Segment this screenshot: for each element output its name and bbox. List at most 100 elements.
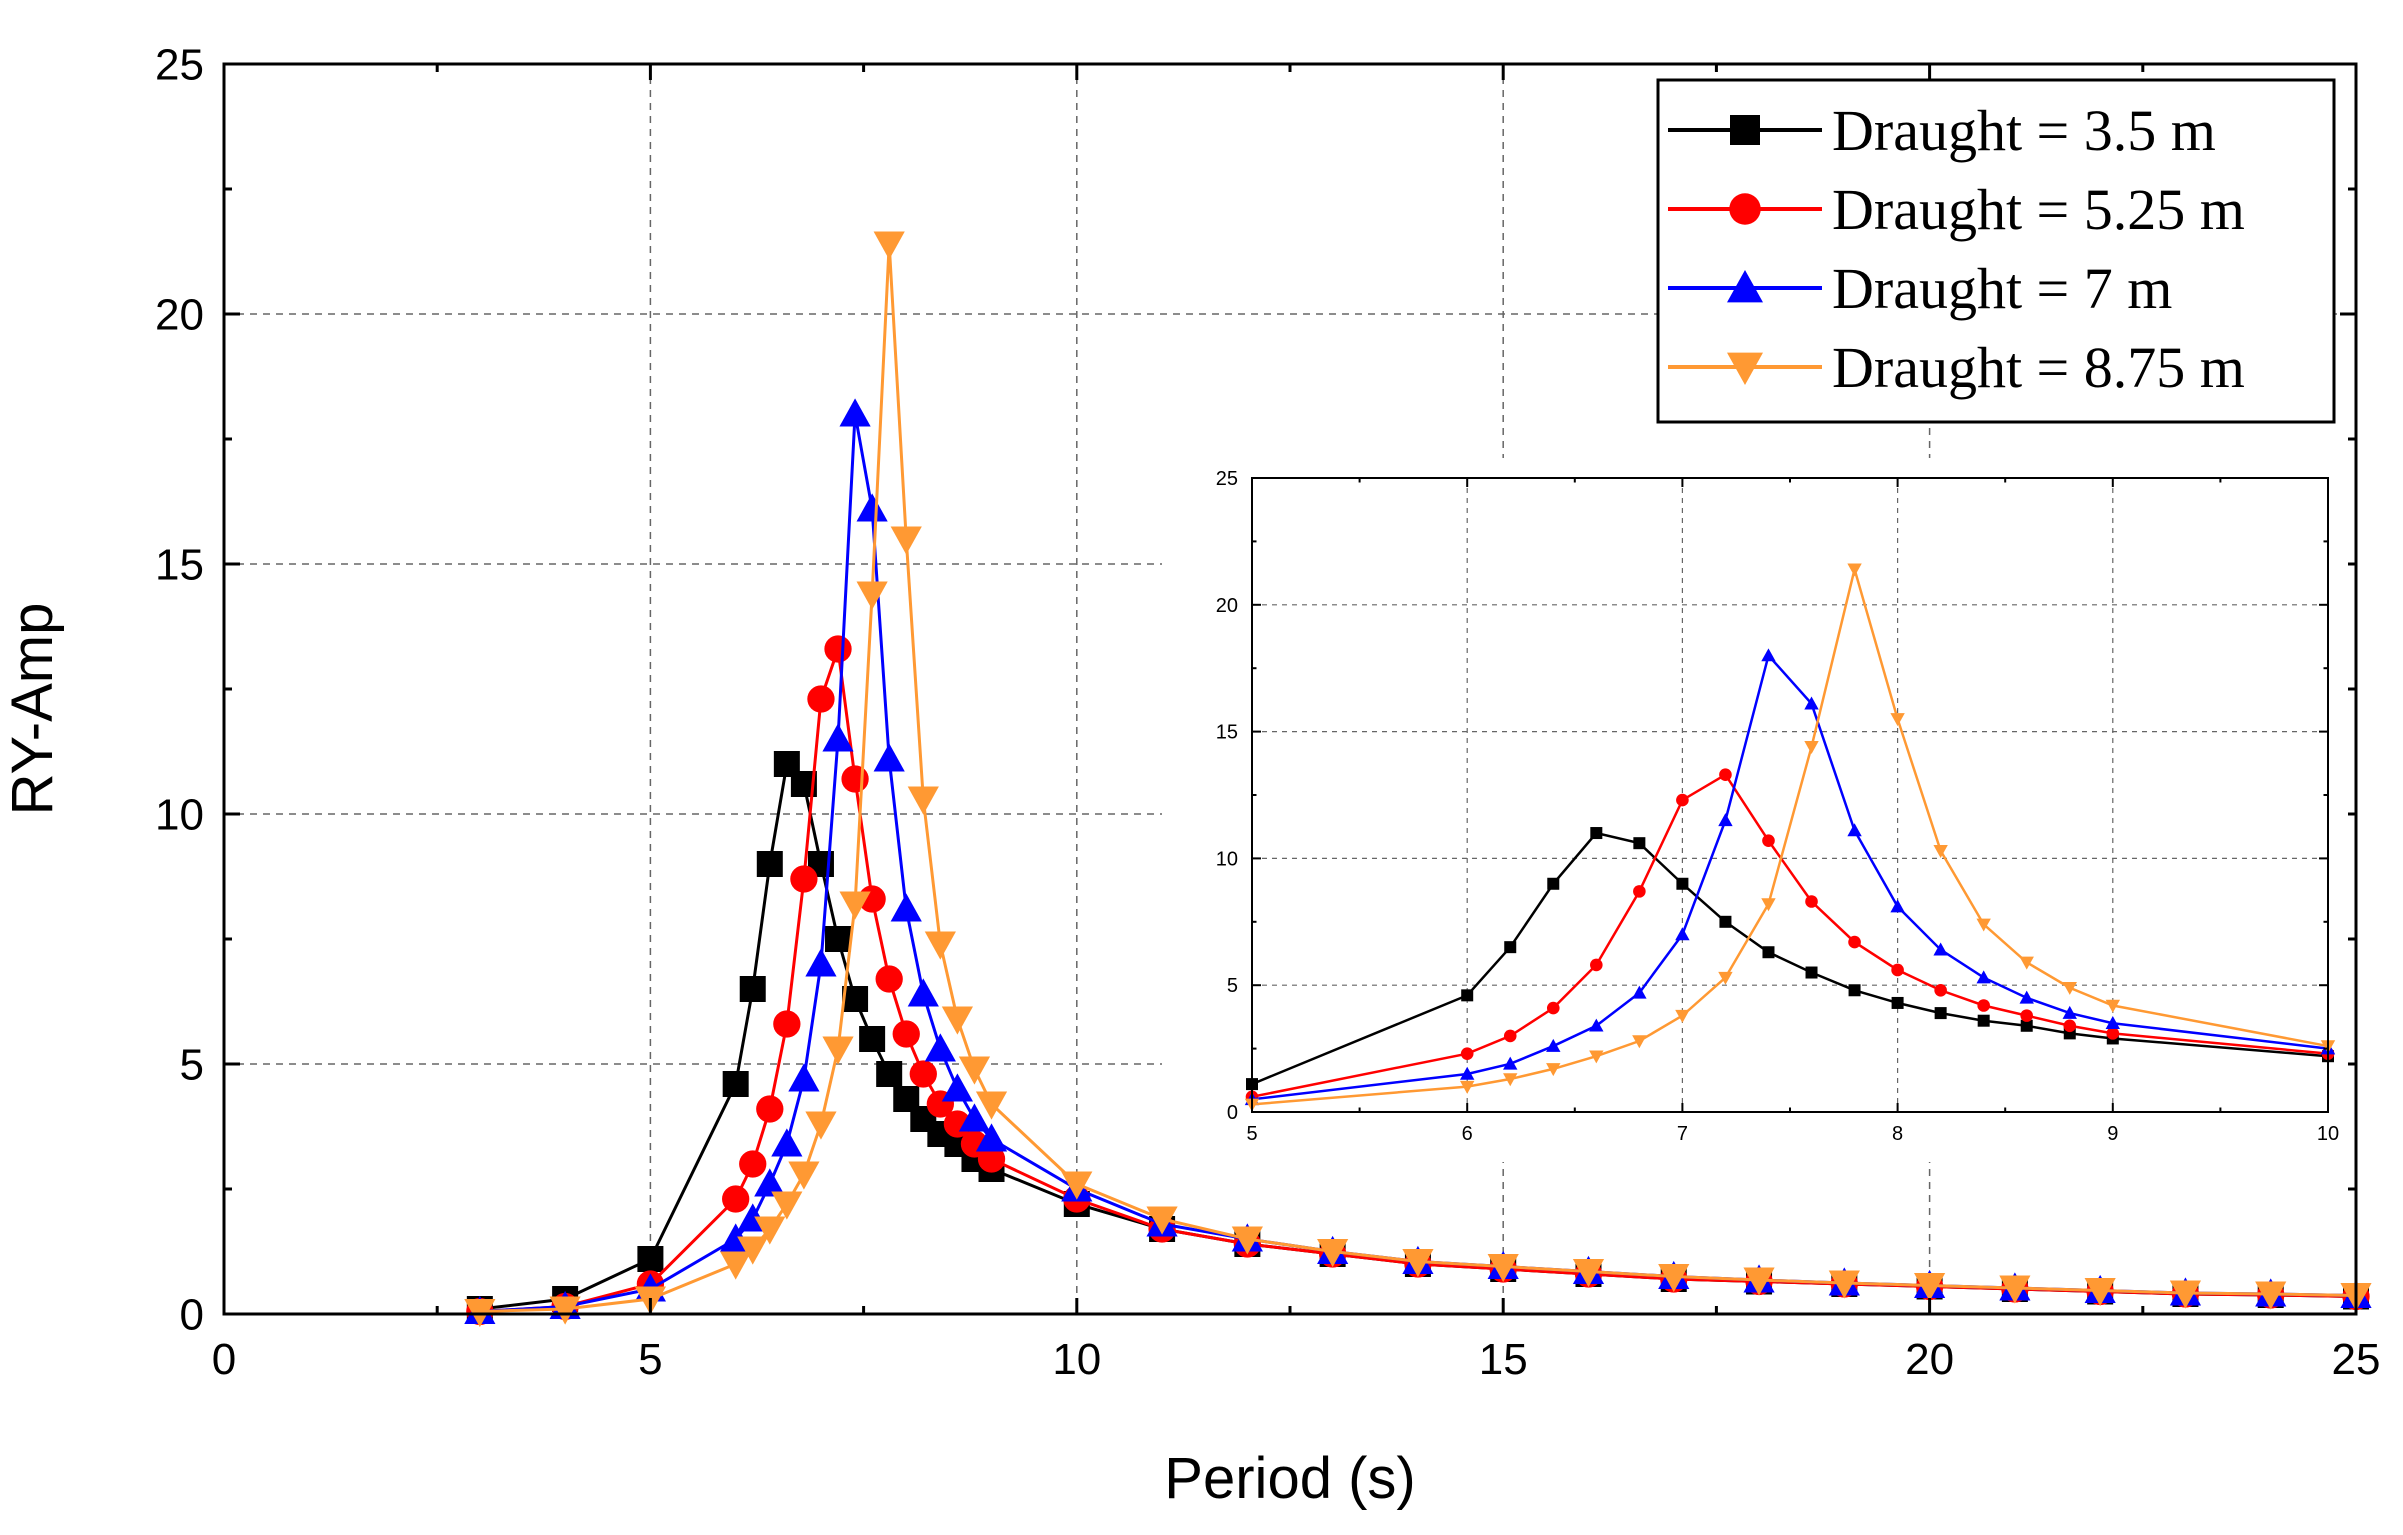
legend-marker-3 — [1727, 352, 1763, 385]
main-series-point-0 — [825, 926, 852, 952]
inset-series-point-2 — [2105, 1016, 2120, 1029]
inset-series-point-0 — [2020, 1019, 2033, 1032]
inset-y-tick-label: 5 — [1227, 975, 1238, 997]
main-x-tick-label: 10 — [1052, 1335, 1101, 1384]
main-y-tick-label: 15 — [155, 540, 204, 589]
main-series-point-3 — [890, 526, 922, 555]
inset-series-point-3 — [1589, 1050, 1604, 1064]
inset-series-point-0 — [1590, 827, 1603, 840]
main-series-point-2 — [975, 1123, 1008, 1152]
main-series-point-3 — [924, 931, 956, 960]
inset-series-point-3 — [1976, 918, 1991, 932]
main-series-point-2 — [873, 743, 905, 772]
main-y-tick-label: 0 — [180, 1290, 204, 1339]
main-series-point-2 — [958, 1103, 991, 1132]
main-y-tick-label: 20 — [155, 290, 204, 339]
inset-series-point-0 — [1934, 1007, 1947, 1020]
inset-series-point-3 — [1890, 713, 1905, 727]
inset-series-point-3 — [2105, 999, 2120, 1013]
main-series-point-3 — [873, 231, 905, 260]
inset-series-line-3 — [1251, 564, 2329, 1106]
inset-series-line-2 — [1251, 652, 2329, 1101]
main-series-point-1 — [790, 865, 818, 893]
main-series-point-3 — [1231, 1226, 1263, 1255]
legend-label-0: Draught = 3.5 m — [1832, 98, 2216, 163]
inset-series-group — [1244, 563, 2336, 1112]
main-y-tick-label: 10 — [155, 790, 204, 839]
main-series-point-3 — [1487, 1254, 1519, 1283]
main-series-point-3 — [1317, 1239, 1349, 1268]
inset-series-point-0 — [1633, 837, 1646, 850]
inset-series-point-0 — [1848, 984, 1861, 997]
main-series-point-3 — [2084, 1278, 2116, 1307]
y-axis-label: RY-Amp — [0, 603, 65, 816]
main-series-point-3 — [1743, 1267, 1775, 1296]
inset-series-point-0 — [1977, 1014, 1990, 1027]
inset-series-point-3 — [1718, 971, 1733, 985]
inset-series-point-2 — [1589, 1018, 1604, 1032]
main-series-point-3 — [1061, 1171, 1093, 1200]
main-series-point-2 — [924, 1033, 956, 1062]
inset-series-point-1 — [1891, 963, 1904, 977]
main-series-point-2 — [907, 978, 939, 1007]
main-series-point-0 — [876, 1061, 903, 1087]
inset-series-point-2 — [2019, 990, 2034, 1004]
main-series-point-3 — [771, 1191, 803, 1220]
inset-series-point-2 — [1976, 970, 1991, 984]
inset-series-point-2 — [1890, 899, 1905, 913]
main-y-tick-label: 5 — [180, 1040, 204, 1089]
main-series-point-3 — [754, 1216, 786, 1245]
main-series-group — [464, 231, 2372, 1328]
inset-series-point-1 — [2020, 1009, 2034, 1022]
main-series-point-0 — [722, 1071, 749, 1097]
inset-x-tick-label: 7 — [1677, 1123, 1688, 1145]
inset-series-point-3 — [1546, 1063, 1561, 1077]
inset-series-point-3 — [1847, 563, 1862, 577]
main-series-point-3 — [1572, 1259, 1605, 1288]
main-series-point-0 — [756, 851, 783, 877]
inset-series-point-1 — [1762, 834, 1775, 847]
inset-series-point-1 — [1977, 999, 1990, 1012]
inset-series-point-1 — [1676, 793, 1689, 807]
inset-series-point-2 — [1546, 1038, 1561, 1052]
main-series-point-3 — [958, 1056, 991, 1085]
inset-series-point-2 — [1847, 823, 1862, 837]
inset-x-tick-label: 8 — [1892, 1123, 1903, 1145]
main-series-point-2 — [805, 948, 837, 977]
inset-series-point-1 — [1460, 1047, 1474, 1060]
inset-x-tick-label: 6 — [1462, 1123, 1473, 1145]
main-x-tick-label: 15 — [1479, 1335, 1528, 1384]
inset-x-tick-label: 5 — [1246, 1123, 1257, 1145]
main-series-point-2 — [839, 398, 871, 427]
main-series-point-0 — [859, 1026, 886, 1052]
inset-series-point-1 — [1546, 1001, 1560, 1015]
inset-series-point-1 — [1805, 895, 1818, 908]
inset-series-point-2 — [1933, 942, 1948, 956]
main-series-point-3 — [1146, 1206, 1178, 1235]
inset-series-point-3 — [2062, 981, 2077, 995]
inset-series-point-2 — [2062, 1005, 2077, 1019]
inset-y-tick-label: 20 — [1216, 595, 1238, 617]
main-series-point-3 — [941, 1006, 974, 1035]
legend-marker-1 — [1729, 193, 1761, 225]
main-series-point-1 — [892, 1020, 920, 1048]
inset-series-point-3 — [1460, 1080, 1475, 1094]
inset-series-point-3 — [1632, 1035, 1647, 1049]
main-x-tick-label: 0 — [212, 1335, 236, 1384]
main-y-tick-label: 25 — [155, 40, 204, 89]
main-series-point-3 — [788, 1161, 820, 1190]
main-series-point-1 — [722, 1185, 750, 1213]
inset-series-point-1 — [2106, 1027, 2120, 1040]
main-series-point-0 — [637, 1246, 664, 1272]
inset-series-point-2 — [1761, 648, 1776, 662]
main-series-point-1 — [909, 1060, 937, 1088]
main-series-point-3 — [1914, 1273, 1946, 1302]
main-series-point-3 — [1999, 1275, 2031, 1304]
inset-series-point-0 — [1762, 946, 1775, 959]
inset-series-point-3 — [1761, 898, 1776, 912]
legend-label-2: Draught = 7 m — [1832, 256, 2172, 321]
main-series-point-2 — [788, 1063, 820, 1092]
inset-series-point-2 — [1460, 1066, 1475, 1080]
inset-series-point-1 — [1503, 1029, 1517, 1043]
